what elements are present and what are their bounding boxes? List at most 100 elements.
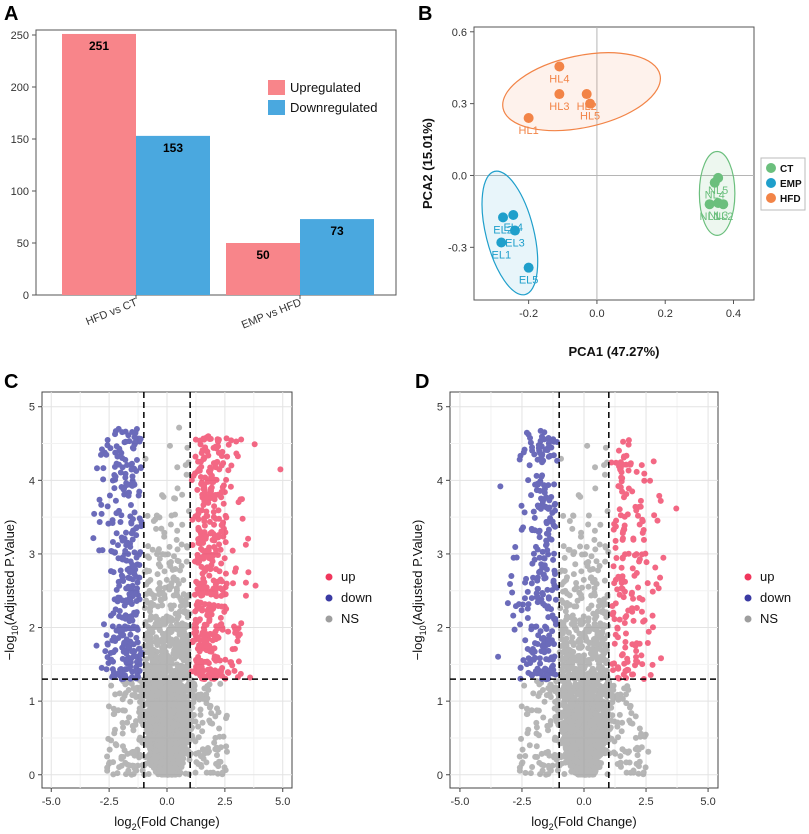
up-point bbox=[203, 512, 210, 519]
up-point bbox=[242, 541, 249, 548]
down-point bbox=[129, 482, 136, 489]
up-point bbox=[209, 558, 216, 565]
y-tick-label-a: 200 bbox=[11, 82, 29, 94]
legend-swatch-upregulated bbox=[268, 80, 285, 95]
ns-point bbox=[108, 682, 115, 689]
panel-letter-a: A bbox=[4, 3, 18, 25]
up-point bbox=[223, 514, 230, 521]
ns-point bbox=[601, 577, 608, 584]
x-axis-title-b: PCA1 (47.27%) bbox=[568, 344, 659, 359]
ns-point bbox=[148, 652, 155, 659]
pca-point-label: EL1 bbox=[492, 250, 512, 262]
y-tick-label-c: 0 bbox=[29, 770, 35, 782]
ns-point bbox=[622, 691, 629, 698]
ns-point bbox=[153, 711, 160, 718]
down-point bbox=[137, 549, 144, 556]
x-tick-label-c: -5.0 bbox=[42, 796, 61, 808]
down-point bbox=[117, 518, 124, 525]
ns-point bbox=[164, 757, 171, 764]
up-point bbox=[204, 631, 211, 638]
down-point bbox=[119, 614, 126, 621]
ns-point bbox=[179, 649, 186, 656]
down-point bbox=[133, 456, 140, 463]
up-point bbox=[199, 629, 206, 636]
ns-point bbox=[148, 590, 155, 597]
ns-point bbox=[143, 726, 150, 733]
up-point bbox=[206, 618, 213, 625]
ns-point bbox=[170, 553, 177, 560]
ns-point bbox=[179, 521, 186, 528]
ns-point bbox=[163, 655, 170, 662]
ns-point bbox=[124, 719, 131, 726]
ns-point bbox=[174, 527, 181, 534]
up-point bbox=[242, 579, 249, 586]
down-point bbox=[96, 496, 103, 503]
up-point bbox=[219, 484, 226, 491]
ns-point bbox=[157, 563, 164, 570]
up-point bbox=[192, 453, 199, 460]
ns-point bbox=[110, 771, 117, 778]
down-point bbox=[131, 509, 138, 516]
up-point bbox=[215, 515, 222, 522]
up-point bbox=[225, 467, 232, 474]
ns-point bbox=[174, 721, 181, 728]
x-tick-label-c: 0.0 bbox=[159, 796, 174, 808]
ns-point bbox=[212, 713, 219, 720]
ns-point bbox=[141, 605, 148, 612]
down-point bbox=[126, 644, 133, 651]
down-point bbox=[133, 659, 140, 666]
ns-point bbox=[168, 636, 175, 643]
ns-point bbox=[145, 684, 152, 691]
up-point bbox=[209, 604, 216, 611]
down-point bbox=[127, 614, 134, 621]
ns-point bbox=[199, 728, 206, 735]
y-tick-label-c: 5 bbox=[29, 402, 35, 414]
down-point bbox=[115, 425, 122, 432]
up-point bbox=[218, 578, 225, 585]
panel-letter-d: D bbox=[415, 371, 429, 393]
y-tick-label-c: 4 bbox=[29, 475, 35, 487]
down-point bbox=[108, 612, 115, 619]
ns-point bbox=[180, 755, 187, 762]
ns-point bbox=[185, 508, 192, 515]
up-point bbox=[210, 514, 217, 521]
up-point bbox=[196, 558, 203, 565]
ns-point bbox=[216, 733, 223, 740]
up-point bbox=[198, 606, 205, 613]
ns-point bbox=[166, 442, 173, 449]
ns-point bbox=[140, 700, 147, 707]
ns-point bbox=[213, 752, 220, 759]
ns-point bbox=[119, 696, 126, 703]
ns-point bbox=[173, 732, 180, 739]
legend-label-upregulated: Upregulated bbox=[290, 80, 361, 95]
ns-point bbox=[152, 747, 159, 754]
ns-point bbox=[159, 661, 166, 668]
up-point bbox=[215, 634, 222, 641]
x-tick-label-c: -2.5 bbox=[100, 796, 119, 808]
up-point bbox=[197, 642, 204, 649]
ns-point bbox=[120, 724, 127, 731]
up-point bbox=[221, 603, 228, 610]
up-point bbox=[213, 593, 220, 600]
ns-point bbox=[122, 690, 129, 697]
up-point bbox=[229, 547, 236, 554]
down-point bbox=[124, 461, 131, 468]
ns-point bbox=[119, 730, 126, 737]
up-point bbox=[201, 518, 208, 525]
ns-point bbox=[118, 762, 125, 769]
down-point bbox=[111, 485, 118, 492]
ns-point bbox=[577, 543, 584, 550]
down-point bbox=[90, 535, 97, 542]
pca-point-el3 bbox=[509, 225, 520, 236]
ns-point bbox=[122, 681, 129, 688]
x-tick-label-b: -0.2 bbox=[519, 308, 538, 320]
down-point bbox=[113, 627, 120, 634]
bar-value-label: 73 bbox=[330, 224, 344, 238]
down-point bbox=[112, 497, 119, 504]
ns-point bbox=[180, 643, 187, 650]
up-point bbox=[233, 438, 240, 445]
down-point bbox=[114, 542, 121, 549]
bar-value-label: 50 bbox=[256, 248, 270, 262]
panel-letter-b: B bbox=[418, 3, 432, 25]
